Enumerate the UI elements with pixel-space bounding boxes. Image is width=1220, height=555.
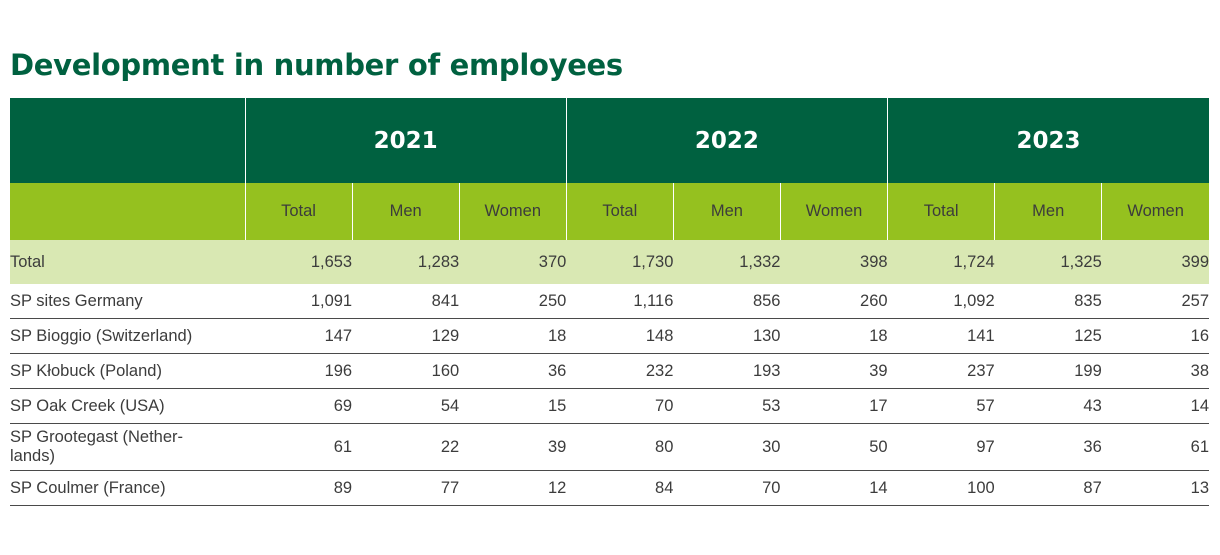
row-label: Total <box>10 240 246 284</box>
header-corner <box>10 98 246 183</box>
cell-value: 89 <box>245 470 353 506</box>
cell-value: 14 <box>780 470 888 506</box>
cell-value: 16 <box>1101 318 1209 354</box>
cell-value: 1,332 <box>673 240 781 284</box>
subheader-total: Total <box>244 183 353 240</box>
cell-value: 14 <box>1101 388 1209 424</box>
subheader-men: Men <box>672 183 781 240</box>
subheader-men: Men <box>351 183 460 240</box>
cell-value: 97 <box>887 423 995 471</box>
subheader-row: Total Men Women Total Men Women Total Me… <box>10 183 1209 240</box>
cell-value: 199 <box>994 353 1102 389</box>
cell-value: 130 <box>673 318 781 354</box>
cell-value: 160 <box>352 353 460 389</box>
row-label: SP Oak Creek (USA) <box>10 388 246 424</box>
year-header-row: 2021 2022 2023 <box>10 98 1209 183</box>
row-label: SP Kłobuck (Poland) <box>10 353 246 389</box>
cell-value: 100 <box>887 470 995 506</box>
cell-value: 39 <box>780 353 888 389</box>
subheader-women: Women <box>458 183 567 240</box>
row-label: SP Coulmer (France) <box>10 470 246 506</box>
cell-value: 70 <box>566 388 674 424</box>
cell-value: 250 <box>459 284 567 319</box>
cell-value: 61 <box>1101 423 1209 471</box>
table-row: SP sites Germany 1,091 841 250 1,116 856 260 1,… <box>10 284 1209 319</box>
year-header-2022: 2022 <box>565 98 888 183</box>
cell-value: 1,724 <box>887 240 995 284</box>
cell-value: 260 <box>780 284 888 319</box>
cell-value: 232 <box>566 353 674 389</box>
cell-value: 18 <box>459 318 567 354</box>
table-row: SP Oak Creek (USA) 69 54 15 70 53 17 57 43 14 <box>10 388 1209 424</box>
cell-value: 1,283 <box>352 240 460 284</box>
cell-value: 15 <box>459 388 567 424</box>
cell-value: 70 <box>673 470 781 506</box>
subheader-women: Women <box>1101 183 1209 240</box>
cell-value: 856 <box>673 284 781 319</box>
cell-value: 841 <box>352 284 460 319</box>
cell-value: 196 <box>245 353 353 389</box>
cell-value: 141 <box>887 318 995 354</box>
row-label: SP sites Germany <box>10 284 246 319</box>
employees-table: 2021 2022 2023 Total Men Women Total Men… <box>10 98 1209 506</box>
cell-value: 54 <box>352 388 460 424</box>
cell-value: 36 <box>994 423 1102 471</box>
cell-value: 53 <box>673 388 781 424</box>
table-row: SP Kłobuck (Poland) 196 160 36 232 193 39 237 19… <box>10 353 1209 389</box>
subheader-men: Men <box>994 183 1102 240</box>
cell-value: 12 <box>459 470 567 506</box>
cell-value: 57 <box>887 388 995 424</box>
cell-value: 38 <box>1101 353 1209 389</box>
cell-value: 1,730 <box>566 240 674 284</box>
cell-value: 257 <box>1101 284 1209 319</box>
cell-value: 36 <box>459 353 567 389</box>
subheader-corner <box>10 183 246 240</box>
table-row: SP Bioggio (Switzerland) 147 129 18 148 130 18… <box>10 318 1209 354</box>
page-title: Development in number of employees <box>10 48 623 82</box>
cell-value: 13 <box>1101 470 1209 506</box>
cell-value: 125 <box>994 318 1102 354</box>
year-header-2023: 2023 <box>887 98 1209 183</box>
cell-value: 87 <box>994 470 1102 506</box>
cell-value: 18 <box>780 318 888 354</box>
cell-value: 22 <box>352 423 460 471</box>
subheader-total: Total <box>887 183 995 240</box>
cell-value: 1,091 <box>245 284 353 319</box>
table-row: SP Grootegast (Nether-lands) 61 22 39 80 30 50… <box>10 423 1209 471</box>
cell-value: 77 <box>352 470 460 506</box>
cell-value: 147 <box>245 318 353 354</box>
cell-value: 1,092 <box>887 284 995 319</box>
cell-value: 84 <box>566 470 674 506</box>
row-label: SP Bioggio (Switzerland) <box>10 318 246 354</box>
cell-value: 399 <box>1101 240 1209 284</box>
year-header-2021: 2021 <box>244 98 567 183</box>
cell-value: 193 <box>673 353 781 389</box>
total-row: Total 1,653 1,283 370 1,730 1,332 398 1,724 1,32… <box>10 240 1209 284</box>
cell-value: 43 <box>994 388 1102 424</box>
cell-value: 398 <box>780 240 888 284</box>
table-body: Total 1,653 1,283 370 1,730 1,332 398 1,724 1,32… <box>10 240 1209 506</box>
cell-value: 129 <box>352 318 460 354</box>
row-label: SP Grootegast (Nether-lands) <box>10 423 246 471</box>
subheader-total: Total <box>565 183 674 240</box>
cell-value: 370 <box>459 240 567 284</box>
table-row: SP Coulmer (France) 89 77 12 84 70 14 100 87 13 <box>10 470 1209 506</box>
cell-value: 30 <box>673 423 781 471</box>
cell-value: 1,116 <box>566 284 674 319</box>
cell-value: 39 <box>459 423 567 471</box>
cell-value: 1,653 <box>245 240 353 284</box>
cell-value: 69 <box>245 388 353 424</box>
cell-value: 80 <box>566 423 674 471</box>
cell-value: 835 <box>994 284 1102 319</box>
cell-value: 148 <box>566 318 674 354</box>
cell-value: 17 <box>780 388 888 424</box>
cell-value: 237 <box>887 353 995 389</box>
subheader-women: Women <box>779 183 888 240</box>
cell-value: 50 <box>780 423 888 471</box>
cell-value: 61 <box>245 423 353 471</box>
cell-value: 1,325 <box>994 240 1102 284</box>
